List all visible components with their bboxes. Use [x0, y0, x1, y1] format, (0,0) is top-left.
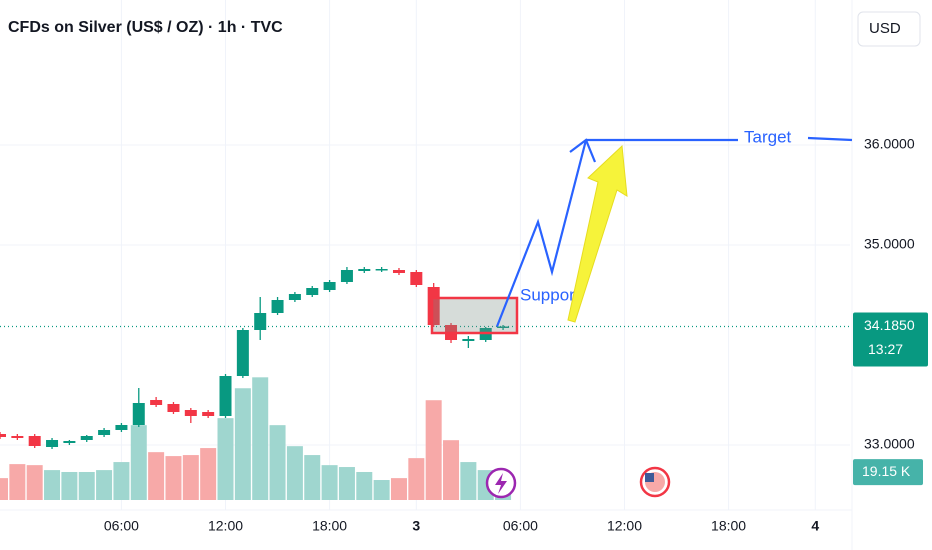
candle-body [115, 425, 128, 430]
flag-canton[interactable] [645, 473, 654, 482]
volume-bar [321, 465, 338, 500]
candle-body [288, 294, 301, 300]
volume-bar [234, 388, 251, 500]
volume-bar [9, 464, 26, 500]
last-price-label: 34.1850 [864, 317, 915, 333]
volume-bar [26, 465, 43, 500]
candle-body [410, 272, 423, 285]
lightning[interactable] [495, 473, 507, 494]
x-tick-label: 4 [811, 518, 819, 534]
volume-bar [217, 418, 234, 500]
x-tick-label: 12:00 [208, 518, 243, 534]
candle-body [132, 403, 145, 425]
candle-body [462, 339, 475, 341]
projection-path [495, 139, 588, 327]
volume-bar [304, 455, 321, 500]
candle-body [219, 376, 232, 416]
candle-body [80, 436, 93, 440]
support-zone [430, 296, 519, 335]
candle-body [340, 270, 353, 282]
volume-bar [61, 471, 78, 500]
volume-bar [130, 425, 147, 500]
candle-body [184, 410, 197, 416]
volume-label-box [853, 459, 923, 486]
candle-body [306, 288, 319, 295]
chart-title: CFDs on Silver (US$ / OZ) · 1h · TVC [8, 19, 283, 36]
x-tick-label: 12:00 [607, 518, 642, 534]
candle-body [323, 282, 336, 290]
us-event-icon[interactable] [639, 466, 671, 498]
candle-body [254, 313, 267, 330]
volume-bar [443, 440, 460, 500]
target-label: Target [744, 127, 792, 146]
candle-body [202, 412, 215, 416]
volume-bar [252, 377, 269, 500]
candle-body [63, 441, 76, 443]
currency-button[interactable] [857, 11, 921, 47]
volume-bar [148, 452, 165, 500]
volume-bar [425, 400, 442, 500]
volume-bar [78, 471, 95, 500]
x-tick-label: 06:00 [503, 518, 538, 534]
candle-body [236, 330, 249, 376]
y-tick-label: 33.0000 [864, 436, 915, 452]
x-tick-label: 3 [412, 518, 420, 534]
volume-bar [408, 458, 425, 500]
candle-body [28, 436, 41, 446]
volume-bar [269, 425, 286, 500]
candle-body [150, 400, 163, 405]
volume-bar [113, 462, 130, 500]
candle-body [271, 300, 284, 313]
yellow-arrow [567, 144, 628, 323]
volume-bar [200, 448, 217, 500]
candle-body [358, 269, 371, 271]
volume-bar [0, 478, 8, 500]
volume-bar [96, 470, 113, 500]
volume-bar [182, 455, 199, 500]
y-tick-label: 35.0000 [864, 236, 915, 252]
volume-bar [460, 462, 477, 500]
candle-body [11, 436, 24, 438]
candle-body [392, 270, 405, 273]
candle-body [375, 269, 388, 271]
volume-bar [44, 470, 61, 500]
candle-body [497, 326, 510, 328]
last-price-box [853, 312, 928, 367]
volume-bar [286, 446, 303, 500]
candle-body [98, 430, 111, 435]
volume-label: 19.15 K [862, 463, 911, 479]
volume-bar [356, 471, 373, 500]
candle-body [0, 434, 6, 437]
candle-body [427, 287, 440, 325]
countdown-label: 13:27 [868, 341, 903, 357]
currency-label[interactable]: USD [869, 20, 901, 37]
candle-body [167, 404, 180, 412]
volume-bar [390, 478, 407, 500]
volume-bar [373, 480, 390, 500]
volume-bar [165, 456, 182, 500]
x-tick-label: 06:00 [104, 518, 139, 534]
volume-bar [338, 467, 355, 500]
target-line [807, 136, 853, 142]
dividend-icon[interactable] [485, 467, 517, 499]
support-label: Support [520, 285, 580, 304]
x-tick-label: 18:00 [312, 518, 347, 534]
y-tick-label: 36.0000 [864, 136, 915, 152]
x-tick-label: 18:00 [711, 518, 746, 534]
candle-body [46, 440, 59, 447]
